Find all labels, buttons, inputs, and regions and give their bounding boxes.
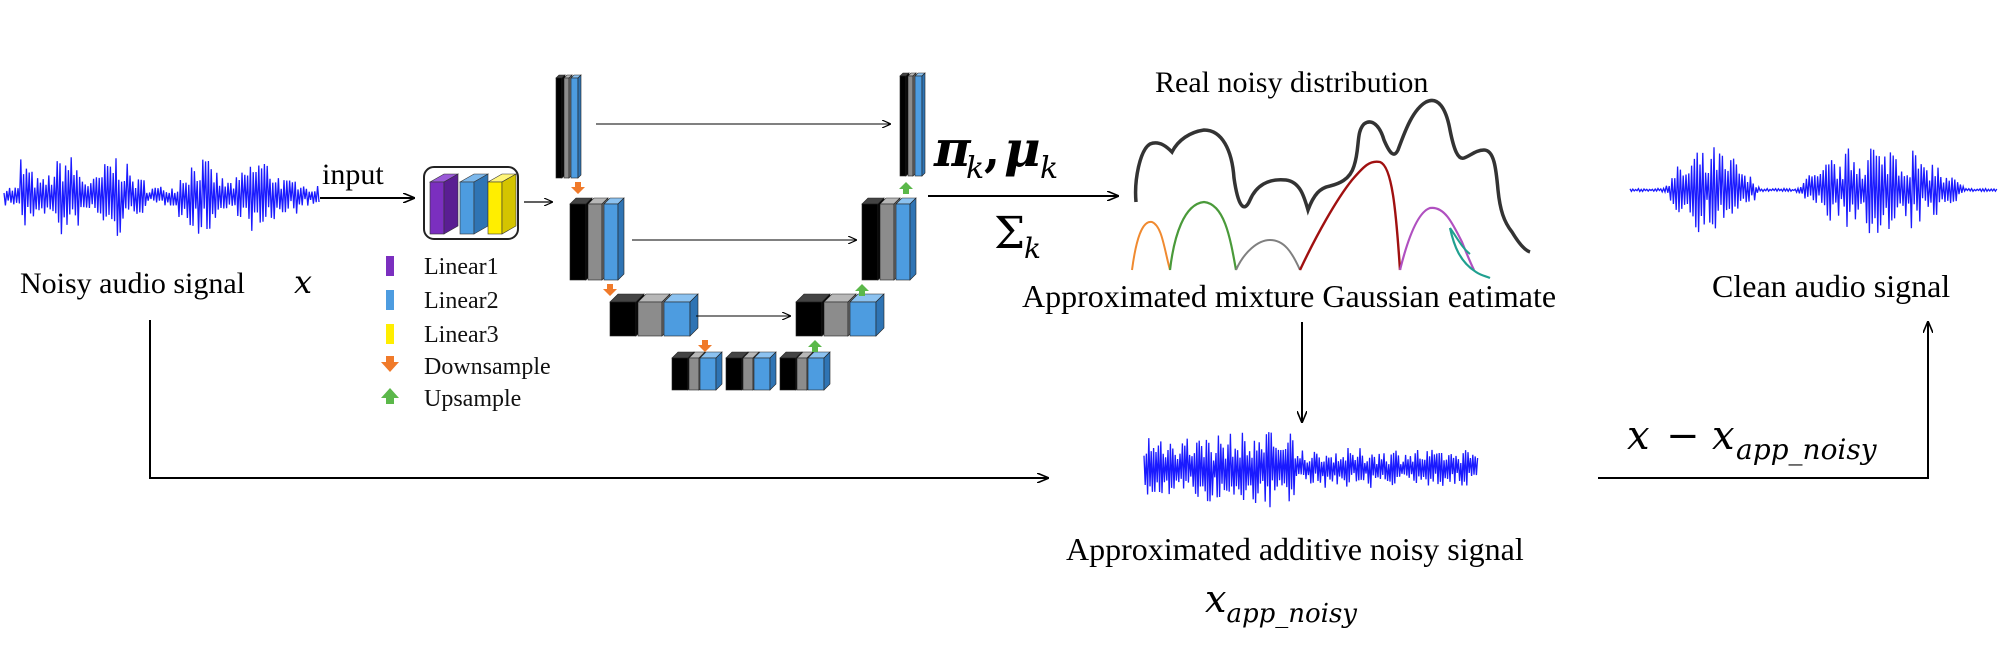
additive-noise-waveform [1143, 432, 1479, 508]
arrow-down-icon [381, 356, 399, 372]
encoder-l2-gray-block [587, 203, 603, 281]
subtraction-math: x − x app_noisy [1627, 413, 1878, 466]
decoder-l1-gray-block [907, 75, 914, 177]
decoder-l2-black-block [861, 203, 879, 281]
svg-text:Linear3: Linear3 [424, 322, 499, 348]
legend-item-downsample: Downsample [381, 354, 551, 380]
bottleneck-2-gray-block [742, 357, 754, 391]
svg-text:Downsample: Downsample [424, 354, 551, 380]
bottleneck-3-black-block [779, 357, 797, 391]
encoder-l3-black-block [609, 301, 637, 337]
arrow-up-icon [381, 388, 399, 404]
bottleneck-3-blue-block [807, 357, 825, 391]
encoder-l3-blue-block-side [689, 293, 699, 337]
decoder-l2-blue-block [895, 203, 911, 281]
noisy-waveform [3, 157, 320, 236]
encoder-l1-blue-block [570, 77, 579, 179]
bottleneck-1-blue-block-side [715, 351, 723, 391]
upsample-arrow-icon [899, 182, 913, 194]
arrow-to-clean [1598, 322, 1928, 479]
pi-mu-math: π k , μ k [933, 119, 1058, 186]
bottleneck-2-blue-block-side [769, 351, 777, 391]
clean-waveform [1629, 147, 1998, 234]
encoder-l1-blue-block-side [577, 74, 582, 179]
downsample-arrow-icon [698, 340, 712, 352]
decoder-l2-blue-block-side [909, 197, 917, 281]
input-label: input [322, 158, 384, 191]
upsample-arrow-icon [808, 340, 822, 352]
svg-text:Upsample: Upsample [424, 386, 521, 412]
encoder-l2-blue-block-side [617, 197, 625, 281]
arrow-skip-to-noise [149, 320, 1048, 478]
decoder-l3-black-block [795, 301, 823, 337]
encoder-l1-gray-block [563, 77, 570, 179]
svg-text:Linear2: Linear2 [424, 288, 499, 314]
upsample-arrow-icon [855, 284, 869, 296]
decoder-l1-blue-block-side [921, 72, 926, 177]
input-linear-block [423, 166, 519, 240]
real-distribution-label: Real noisy distribution [1155, 66, 1428, 99]
bottleneck-1-gray-block [688, 357, 700, 391]
gaussian-component-2 [1168, 200, 1238, 271]
legend-item-upsample: Upsample [381, 386, 521, 412]
decoder-l1-blue-block [914, 75, 923, 177]
gaussian-component-5 [1398, 206, 1475, 271]
bar-icon [386, 324, 394, 344]
legend-item-linear3: Linear3 [386, 322, 499, 348]
noisy-signal-variable: x [294, 263, 312, 301]
bottleneck-2-blue-block [753, 357, 771, 391]
real-distribution-curve [1133, 98, 1531, 254]
downsample-arrow-icon [603, 284, 617, 296]
decoder-l1-black-block [899, 75, 907, 177]
legend-item-linear1: Linear1 [386, 254, 499, 280]
downsample-arrow-icon [571, 182, 585, 194]
noisy-signal-label: Noisy audio signal [20, 267, 245, 300]
decoder-l2-gray-block [879, 203, 895, 281]
svg-text:Linear1: Linear1 [424, 254, 499, 280]
bar-icon [386, 256, 394, 276]
bottleneck-3-blue-block-side [823, 351, 831, 391]
gaussian-component-6 [1448, 227, 1491, 279]
unet-architecture [555, 72, 926, 391]
encoder-l3-gray-block [637, 301, 663, 337]
gaussian-component-3 [1235, 238, 1301, 271]
legend: Linear1 Linear2 Linear3 Downsample Upsam… [381, 254, 551, 412]
encoder-l2-blue-block [603, 203, 619, 281]
bottleneck-1-black-block [671, 357, 689, 391]
gmm-distribution-plot [1131, 98, 1531, 279]
sigma-math: Σ k [994, 208, 1041, 265]
encoder-l2-black-block [569, 203, 587, 281]
gaussian-component-4 [1298, 160, 1402, 271]
decoder-l3-blue-block [849, 301, 877, 337]
additive-noise-label: Approximated additive noisy signal [1066, 531, 1524, 567]
bottleneck-3-gray-block [796, 357, 808, 391]
gaussian-component-1 [1131, 220, 1171, 271]
decoder-l3-gray-block [823, 301, 849, 337]
legend-item-linear2: Linear2 [386, 288, 499, 314]
encoder-l1-black-block [555, 77, 563, 179]
bar-icon [386, 290, 394, 310]
x-app-noisy-math: xapp_noisy [1205, 577, 1357, 629]
clean-signal-label: Clean audio signal [1712, 268, 1950, 304]
bottleneck-1-blue-block [699, 357, 717, 391]
approx-mixture-label: Approximated mixture Gaussian eatimate [1022, 278, 1556, 314]
bottleneck-2-black-block [725, 357, 743, 391]
decoder-l3-blue-block-side [875, 293, 885, 337]
encoder-l3-blue-block [663, 301, 691, 337]
